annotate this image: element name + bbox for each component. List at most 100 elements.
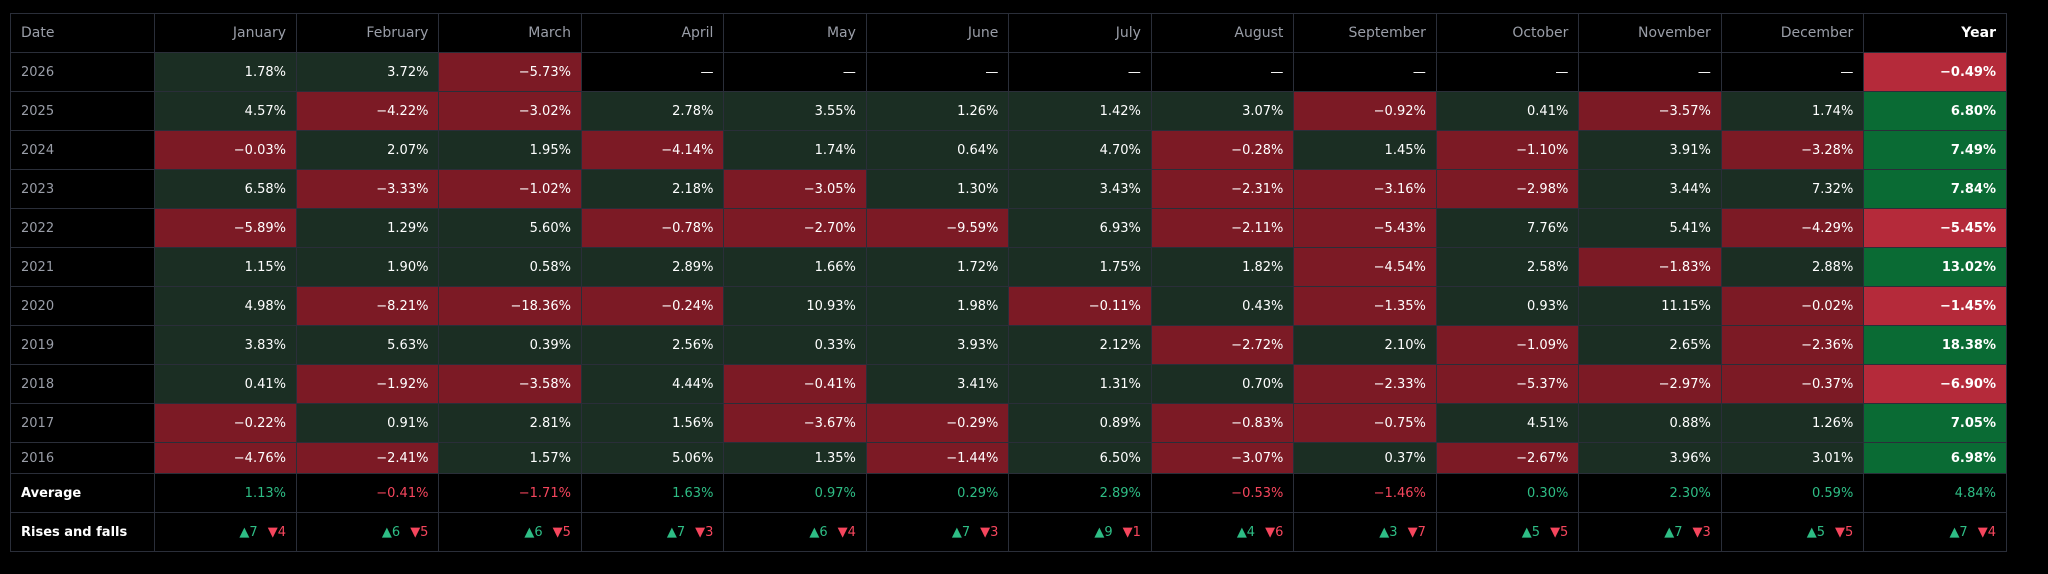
month-return-cell: −9.59% <box>865 208 1010 248</box>
rises-falls-cell: ▲7 ▼4 <box>1863 512 2007 552</box>
month-return-cell: −2.72% <box>1150 325 1295 365</box>
average-value: 1.13% <box>153 473 297 513</box>
falls-count: ▼5 <box>552 524 571 540</box>
column-header-year[interactable]: Year <box>1863 13 2007 53</box>
falls-count: ▼6 <box>1265 524 1284 540</box>
month-return-cell: −1.44% <box>865 442 1010 474</box>
month-return-cell: 2.18% <box>580 169 725 209</box>
month-return-cell: — <box>1720 52 1865 92</box>
table-row: 2023 6.58% −3.33% −1.02% 2.18% −3.05% 1.30% 3.4… <box>10 169 2007 209</box>
month-return-cell: 2.89% <box>580 247 725 287</box>
falls-count: ▼4 <box>267 524 286 540</box>
month-return-cell: 0.89% <box>1008 403 1152 443</box>
row-year-label: 2017 <box>10 403 155 443</box>
column-header-date[interactable]: Date <box>10 13 155 53</box>
falls-count: ▼3 <box>1692 524 1711 540</box>
month-return-cell: −3.58% <box>438 364 582 404</box>
month-return-cell: 1.15% <box>153 247 297 287</box>
month-return-cell: −2.97% <box>1578 364 1722 404</box>
month-return-cell: −4.54% <box>1293 247 1437 287</box>
month-return-cell: — <box>1435 52 1580 92</box>
column-header-march[interactable]: March <box>438 13 582 53</box>
month-return-cell: −4.29% <box>1720 208 1865 248</box>
column-header-november[interactable]: November <box>1578 13 1722 53</box>
column-header-december[interactable]: December <box>1720 13 1865 53</box>
month-return-cell: −2.36% <box>1720 325 1865 365</box>
month-return-cell: −4.76% <box>153 442 297 474</box>
column-header-october[interactable]: October <box>1435 13 1580 53</box>
month-return-cell: 1.26% <box>1720 403 1865 443</box>
row-year-label: 2023 <box>10 169 155 209</box>
average-value: −1.71% <box>438 473 582 513</box>
month-return-cell: 3.07% <box>1150 91 1295 131</box>
rises-count: ▲7 <box>239 524 258 540</box>
month-return-cell: 1.90% <box>295 247 440 287</box>
month-return-cell: 4.70% <box>1008 130 1152 170</box>
month-return-cell: 6.58% <box>153 169 297 209</box>
month-return-cell: 0.64% <box>865 130 1010 170</box>
month-return-cell: 1.72% <box>865 247 1010 287</box>
month-return-cell: 0.39% <box>438 325 582 365</box>
month-return-cell: −0.02% <box>1720 286 1865 326</box>
column-header-april[interactable]: April <box>580 13 725 53</box>
month-return-cell: — <box>865 52 1010 92</box>
month-return-cell: 0.91% <box>295 403 440 443</box>
column-header-july[interactable]: July <box>1008 13 1152 53</box>
month-return-cell: −0.83% <box>1150 403 1295 443</box>
year-total-cell: 7.49% <box>1863 130 2007 170</box>
falls-count: ▼1 <box>1122 524 1141 540</box>
average-value: 0.59% <box>1720 473 1865 513</box>
rises-falls-row: Rises and falls ▲7 ▼4 ▲6 ▼5 ▲6 ▼5 ▲7 ▼3 ▲6 ▼4 ▲7 ▼3… <box>10 512 2007 552</box>
month-return-cell: 1.26% <box>865 91 1010 131</box>
month-return-cell: 3.96% <box>1578 442 1722 474</box>
month-return-cell: −18.36% <box>438 286 582 326</box>
month-return-cell: 6.93% <box>1008 208 1152 248</box>
month-return-cell: 2.12% <box>1008 325 1152 365</box>
column-header-january[interactable]: January <box>153 13 297 53</box>
falls-count: ▼4 <box>837 524 856 540</box>
column-header-february[interactable]: February <box>295 13 440 53</box>
month-return-cell: 1.82% <box>1150 247 1295 287</box>
month-return-cell: −1.92% <box>295 364 440 404</box>
rises-count: ▲7 <box>666 524 686 540</box>
month-return-cell: 1.57% <box>438 442 582 474</box>
month-return-cell: 0.37% <box>1293 442 1437 474</box>
falls-count: ▼3 <box>980 524 999 540</box>
month-return-cell: 3.72% <box>295 52 440 92</box>
month-return-cell: 3.91% <box>1578 130 1722 170</box>
month-return-cell: 1.30% <box>865 169 1010 209</box>
year-total-cell: 6.98% <box>1863 442 2007 474</box>
rises-falls-cell: ▲7 ▼4 <box>153 512 297 552</box>
month-return-cell: 2.88% <box>1720 247 1865 287</box>
column-header-may[interactable]: May <box>723 13 867 53</box>
month-return-cell: 3.43% <box>1008 169 1152 209</box>
month-return-cell: 5.41% <box>1578 208 1722 248</box>
month-return-cell: −2.11% <box>1150 208 1295 248</box>
month-return-cell: 2.78% <box>580 91 725 131</box>
month-return-cell: −4.22% <box>295 91 440 131</box>
month-return-cell: −0.41% <box>723 364 867 404</box>
column-header-august[interactable]: August <box>1150 13 1295 53</box>
column-header-september[interactable]: September <box>1293 13 1437 53</box>
month-return-cell: 1.75% <box>1008 247 1152 287</box>
month-return-cell: 1.98% <box>865 286 1010 326</box>
year-total-cell: 7.84% <box>1863 169 2007 209</box>
month-return-cell: −1.10% <box>1435 130 1580 170</box>
rises-falls-label: Rises and falls <box>10 512 155 552</box>
column-header-june[interactable]: June <box>865 13 1010 53</box>
month-return-cell: 7.76% <box>1435 208 1580 248</box>
falls-count: ▼7 <box>1407 524 1426 540</box>
month-return-cell: 10.93% <box>723 286 867 326</box>
table-row: 2026 1.78% 3.72% −5.73% — — — — — — — — — −0.49% <box>10 52 2007 92</box>
rises-count: ▲9 <box>1094 524 1113 540</box>
month-return-cell: 1.66% <box>723 247 867 287</box>
table-row: 2018 0.41% −1.92% −3.58% 4.44% −0.41% 3.41% 1.3… <box>10 364 2007 404</box>
month-return-cell: −5.89% <box>153 208 297 248</box>
row-year-label: 2020 <box>10 286 155 326</box>
month-return-cell: 3.83% <box>153 325 297 365</box>
month-return-cell: 3.41% <box>865 364 1010 404</box>
month-return-cell: 2.65% <box>1578 325 1722 365</box>
month-return-cell: 0.41% <box>153 364 297 404</box>
row-year-label: 2019 <box>10 325 155 365</box>
rises-falls-cell: ▲5 ▼5 <box>1720 512 1865 552</box>
